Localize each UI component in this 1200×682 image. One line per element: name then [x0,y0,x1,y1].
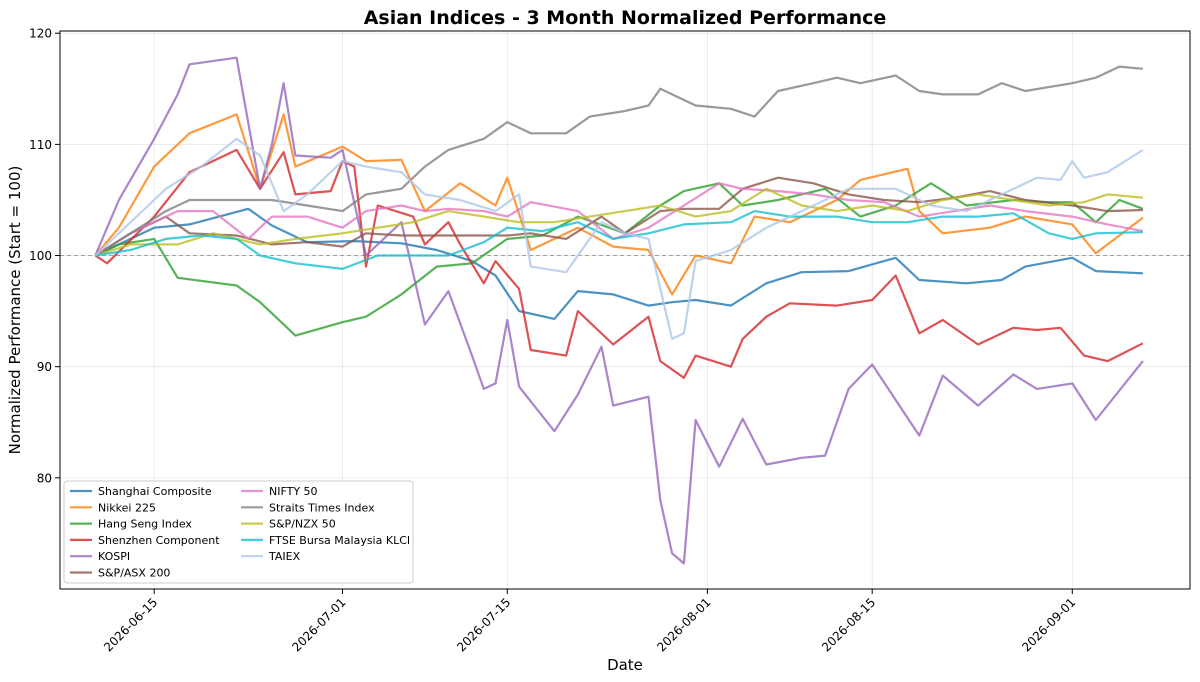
series-line [94,207,1143,320]
x-tick-label: 2026-08-15 [819,595,878,654]
series-line [94,148,1144,379]
y-tick-label: 90 [37,360,52,374]
legend-label: NIFTY 50 [269,485,318,498]
legend-label: Straits Times Index [269,501,375,514]
x-tick-label: 2026-09-01 [1019,595,1078,654]
series-line [94,65,1144,257]
series-line [94,187,1144,257]
legend-label: S&P/ASX 200 [98,567,170,580]
series-line [94,137,1144,340]
series-line [94,56,1144,565]
legend-label: S&P/NZX 50 [269,518,336,531]
plot-frame [59,30,1191,590]
x-tick-label: 2026-06-15 [101,595,160,654]
x-axis-label: Date [607,656,643,674]
chart-title: Asian Indices - 3 Month Normalized Perfo… [364,7,887,29]
legend-label: Hang Seng Index [98,518,192,531]
series-line [95,210,1143,270]
y-tick-label: 110 [29,138,52,152]
y-tick-label: 120 [29,27,52,41]
series-line [94,113,1144,296]
legend-box [63,480,414,584]
x-tick-label: 2026-08-01 [654,595,713,654]
series-lines [94,56,1144,565]
x-axis: 2026-06-15 2026-07-01 2026-07-15 2026-08-01… [101,589,1078,654]
legend: Shanghai Composite Nikkei 225 Hang Seng In… [63,480,414,584]
x-tick-label: 2026-07-15 [454,595,513,654]
legend-label: Shenzhen Component [98,534,220,547]
x-tick-label: 2026-07-01 [289,595,348,654]
y-tick-label: 80 [37,471,52,485]
series-line [94,182,1144,337]
series-line [94,182,1144,257]
legend-label: Nikkei 225 [98,501,156,514]
y-tick-label: 100 [29,249,52,263]
legend-label: KOSPI [98,550,130,563]
legend-label: Shanghai Composite [98,485,212,498]
y-axis: 80 90 100 110 120 [29,27,60,485]
legend-label: FTSE Bursa Malaysia KLCI [269,534,410,547]
y-axis-label: Normalized Performance (Start = 100) [6,166,24,455]
legend-label: TAIEX [268,550,301,563]
